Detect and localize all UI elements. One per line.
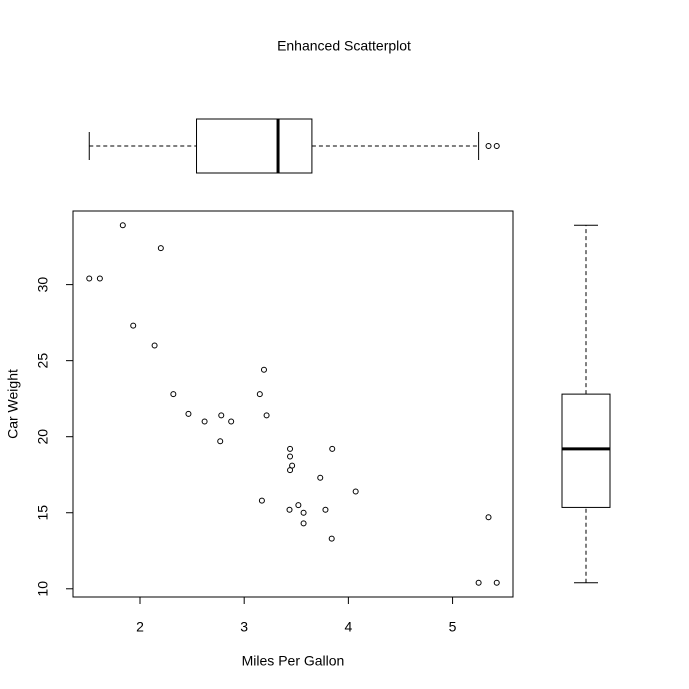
x-axis-label: Miles Per Gallon <box>242 653 345 669</box>
point <box>217 438 224 445</box>
point <box>322 506 329 513</box>
point <box>300 520 307 527</box>
point <box>317 474 324 481</box>
point <box>157 245 164 252</box>
y-tick-label: 10 <box>35 581 51 597</box>
x-tick-label: 5 <box>449 619 457 635</box>
y-tick-label: 20 <box>35 429 51 445</box>
box <box>196 118 313 174</box>
point <box>260 366 267 373</box>
point <box>352 488 359 495</box>
chart-title: Enhanced Scatterplot <box>277 38 411 54</box>
y-axis-label: Car Weight <box>5 369 21 439</box>
y-tick-label: 25 <box>35 353 51 369</box>
x-tick-label: 4 <box>344 619 352 635</box>
point <box>286 506 293 513</box>
point <box>96 275 103 282</box>
y-tick-label: 15 <box>35 505 51 521</box>
outlier <box>485 143 492 149</box>
point <box>258 497 265 504</box>
point <box>300 509 307 516</box>
point <box>287 445 294 452</box>
point <box>256 391 263 398</box>
point <box>329 445 336 452</box>
point <box>185 410 192 417</box>
point <box>228 418 235 425</box>
point <box>493 579 500 586</box>
point <box>130 322 137 329</box>
point <box>328 535 335 542</box>
point <box>263 412 270 419</box>
point <box>485 514 492 521</box>
point <box>119 222 126 229</box>
point <box>151 342 158 349</box>
point <box>86 275 93 282</box>
point <box>475 579 482 586</box>
x-tick-label: 2 <box>136 619 144 635</box>
point <box>218 412 225 419</box>
x-tick-label: 3 <box>240 619 248 635</box>
point <box>201 418 208 425</box>
box <box>561 393 611 508</box>
point <box>287 467 294 474</box>
point <box>295 502 302 509</box>
outlier <box>493 143 500 149</box>
point <box>170 391 177 398</box>
y-tick-label: 30 <box>35 277 51 293</box>
point <box>287 453 294 460</box>
